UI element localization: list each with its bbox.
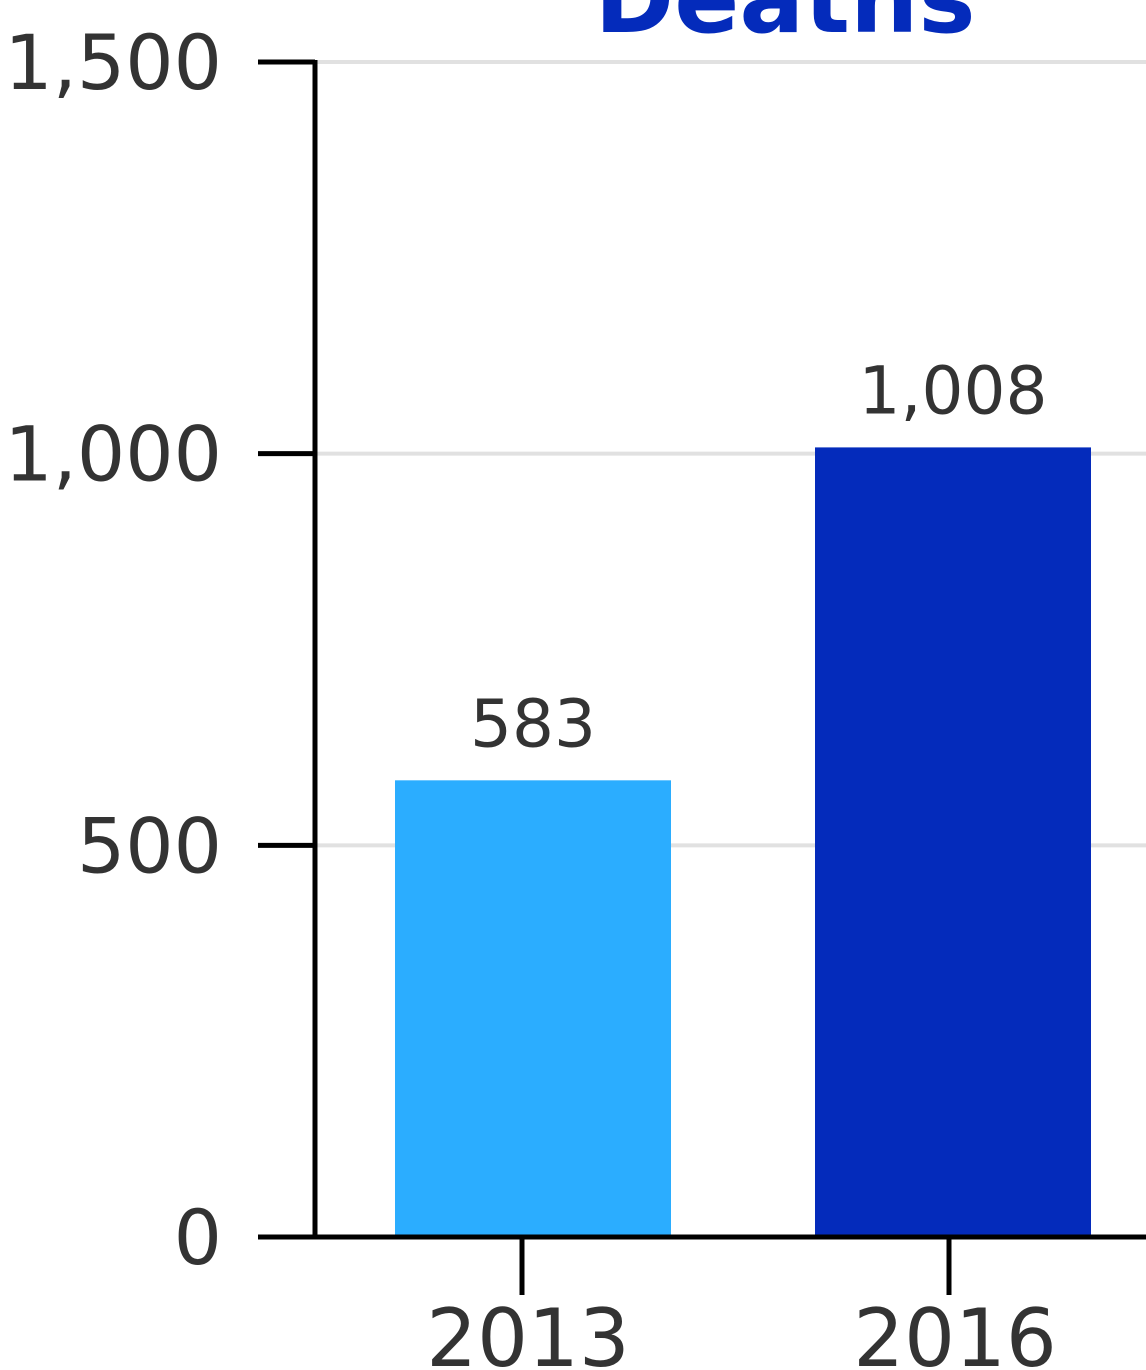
- labels: 583 1,008 0 500 1,000 1,500 2013 2016: [4, 18, 1056, 1370]
- axes: [258, 59, 1146, 1295]
- y-tick-label: 0: [174, 1193, 222, 1282]
- bar-2013: [395, 780, 671, 1237]
- data-label-2013: 583: [470, 685, 596, 762]
- bar-2016: [815, 447, 1091, 1237]
- y-tick-label: 1,500: [4, 18, 222, 107]
- x-tick-label-2013: 2013: [426, 1292, 630, 1370]
- y-tick-label: 500: [77, 801, 222, 890]
- chart-title: Deaths: [595, 0, 976, 55]
- bars: [395, 447, 1091, 1237]
- data-label-2016: 1,008: [859, 352, 1048, 429]
- y-tick-label: 1,000: [4, 410, 222, 499]
- x-tick-label-2016: 2016: [853, 1292, 1057, 1370]
